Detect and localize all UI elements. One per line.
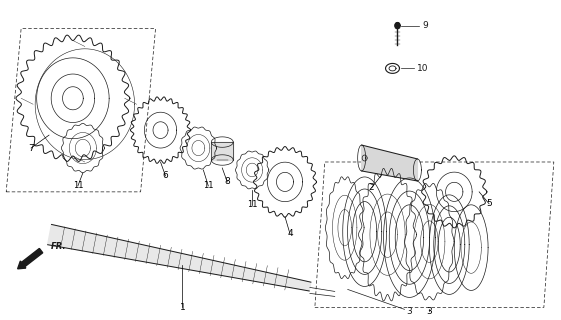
Text: 3: 3 <box>407 307 412 316</box>
Polygon shape <box>48 224 311 291</box>
Polygon shape <box>362 145 417 181</box>
Polygon shape <box>211 142 233 160</box>
Text: 8: 8 <box>224 177 230 187</box>
Text: 1: 1 <box>180 303 185 312</box>
Text: 11: 11 <box>72 181 83 190</box>
Text: 2: 2 <box>369 183 374 192</box>
Text: 7: 7 <box>28 144 34 153</box>
Text: 5: 5 <box>486 199 492 208</box>
Text: 3: 3 <box>426 307 432 316</box>
Text: 6: 6 <box>163 172 168 180</box>
Text: 9: 9 <box>422 21 428 30</box>
Text: 11: 11 <box>247 200 257 209</box>
Text: 4: 4 <box>287 229 293 238</box>
Polygon shape <box>395 23 400 28</box>
Text: 11: 11 <box>203 181 214 190</box>
FancyArrow shape <box>17 248 43 269</box>
Text: FR.: FR. <box>51 242 67 251</box>
Text: 10: 10 <box>417 64 429 73</box>
